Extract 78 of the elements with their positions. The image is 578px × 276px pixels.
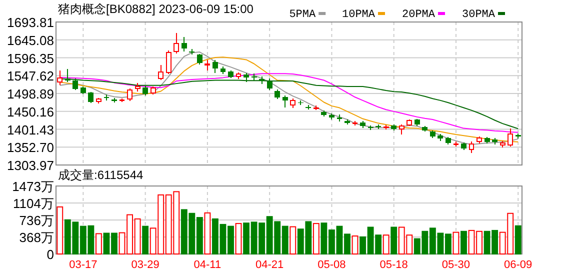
y-tick-label: 1450.16 [7,104,54,120]
candlestick [484,136,490,144]
chart-title: 成交量:6115544 [58,168,144,182]
x-tick-label: 04-21 [256,259,284,271]
bar [390,226,398,254]
candlestick [57,70,63,86]
legend-label: 10PMA [342,9,376,21]
candlestick [251,73,257,81]
bar [460,230,467,254]
candlestick [88,92,94,104]
candlestick [196,54,202,65]
candlestick [274,88,280,100]
candlestick [228,70,234,79]
candlestick [72,78,78,91]
chart-title: 猪肉概念[BK0882] 2023-06-09 15:00 [58,2,254,16]
candlestick [321,110,327,118]
candlestick [212,60,218,74]
bar [290,226,296,254]
y-tick-label: 1596.35 [7,50,54,66]
x-tick-label: 04-11 [194,259,222,271]
y-tick-label: 1498.89 [7,86,54,102]
legend-label: 20PMA [402,9,436,21]
candlestick [204,60,210,71]
x-tick-label: 03-17 [69,259,98,271]
candlestick [174,32,180,54]
y-tick-label: 368万 [19,230,54,246]
candlestick [508,128,514,147]
candlestick [244,72,249,83]
candlestick [236,72,242,80]
bar [56,206,64,254]
y-tick-label: 1401.43 [7,122,54,138]
x-tick-label: 03-29 [131,259,160,271]
bar [312,223,320,254]
bar [235,223,242,254]
candlestick [391,124,397,132]
candlestick [181,36,187,52]
candlestick [158,64,164,80]
candlestick [220,66,226,75]
x-tick-label: 05-18 [380,259,408,271]
bar [382,234,390,254]
bar [514,225,522,254]
y-tick-label: 736万 [19,213,54,228]
y-tick-label: 1104万 [13,196,54,212]
candlestick [344,119,350,126]
x-tick-label: 05-08 [318,259,346,271]
y-tick-label: 1547.62 [7,68,54,84]
bar [142,226,149,254]
candlestick [468,141,474,154]
bar [352,235,358,254]
candlestick [368,124,374,130]
bar [452,232,460,254]
y-tick-label: 1693.81 [7,15,54,30]
bar [96,233,102,254]
candlestick [282,95,288,108]
candlestick [352,120,358,126]
y-tick-label: 1645.08 [7,32,54,48]
legend-label: 30PMA [462,9,496,21]
candlestick [461,142,466,150]
legend-label: 5PMA [289,9,316,21]
candlestick [414,120,420,127]
y-tick-label: 0 [46,247,54,262]
candlestick [134,82,140,92]
candlestick [422,126,428,132]
candlestick [398,125,404,136]
candlestick [150,86,156,96]
y-tick-label: 1352.70 [7,140,54,156]
candlestick [430,130,436,138]
candlestick [438,134,444,142]
candlestick [446,138,451,145]
candlestick [266,78,272,91]
bar [204,212,211,254]
candlestick [360,120,366,128]
y-tick-label: 1473万 [12,179,54,194]
candlestick [376,124,382,130]
x-tick-label: 06-09 [504,259,532,271]
candlestick [96,98,102,104]
x-tick-label: 05-30 [442,259,470,271]
y-tick-label: 1303.97 [7,158,54,173]
